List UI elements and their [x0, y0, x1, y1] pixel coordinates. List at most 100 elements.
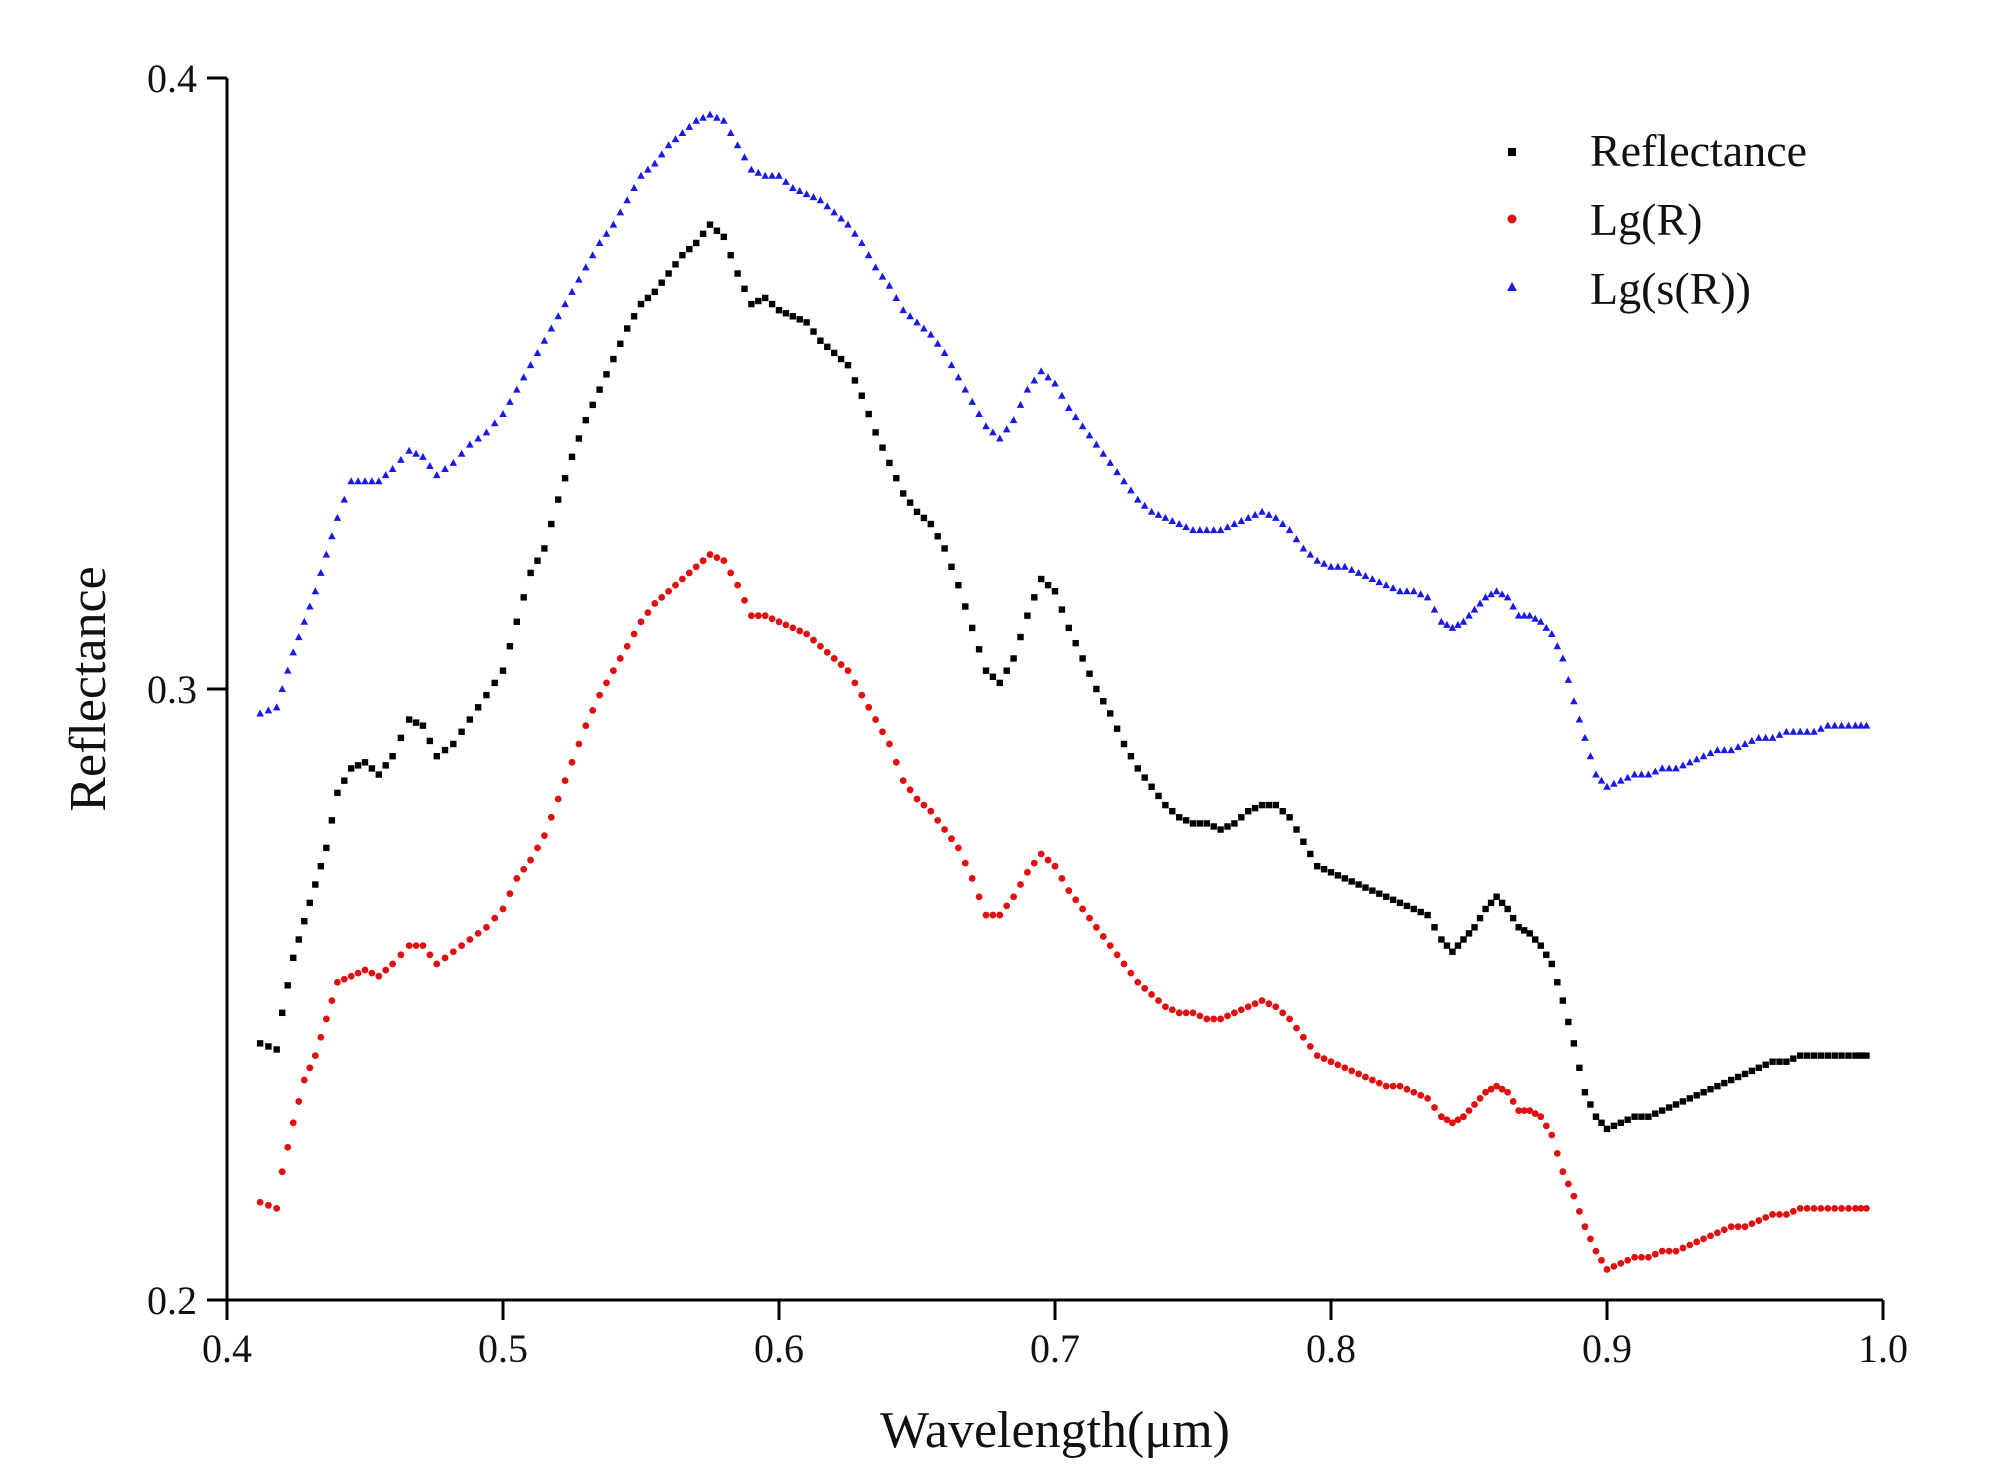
data-point — [796, 627, 804, 635]
data-point — [1470, 605, 1479, 613]
x-axis-ticks: 0.4 0.5 0.6 0.7 0.8 0.9 1.0 — [202, 1300, 1908, 1371]
data-point — [1714, 1082, 1721, 1090]
data-point — [658, 593, 666, 601]
data-point — [624, 325, 631, 332]
data-point — [906, 312, 914, 320]
data-point — [830, 655, 838, 662]
data-point — [1775, 730, 1784, 738]
data-point — [1099, 933, 1107, 940]
data-point — [1734, 743, 1742, 751]
data-point — [610, 667, 617, 675]
data-point — [1272, 513, 1280, 521]
data-point — [831, 349, 838, 357]
data-point — [1348, 1067, 1356, 1075]
data-point — [375, 972, 383, 980]
x-tick-label: 0.8 — [1306, 1326, 1356, 1371]
data-point — [1065, 403, 1073, 411]
data-point — [1587, 1101, 1594, 1108]
data-point — [272, 703, 281, 711]
data-point — [1134, 765, 1141, 772]
data-point — [1637, 770, 1646, 778]
data-point — [1576, 1208, 1583, 1215]
data-point — [466, 716, 474, 723]
data-point — [768, 615, 776, 623]
data-point — [920, 514, 928, 522]
data-point — [920, 801, 928, 809]
data-point — [1454, 1116, 1462, 1124]
data-point — [1592, 770, 1600, 778]
data-point — [1293, 826, 1300, 833]
data-point — [1245, 808, 1252, 815]
data-point — [1072, 896, 1080, 904]
data-point — [1141, 984, 1149, 992]
data-point — [1728, 1076, 1735, 1084]
data-point — [892, 758, 900, 766]
data-point — [1720, 1226, 1728, 1234]
data-point — [513, 618, 520, 625]
data-point — [1438, 936, 1445, 943]
data-point — [941, 826, 948, 833]
data-point — [1341, 1064, 1349, 1072]
data-point — [1231, 1009, 1238, 1017]
data-point — [1058, 391, 1066, 399]
data-point — [934, 816, 942, 824]
data-point — [1155, 792, 1162, 800]
data-point — [616, 208, 625, 216]
data-point — [1134, 495, 1142, 503]
data-point — [1162, 1003, 1169, 1011]
data-point — [474, 434, 482, 442]
data-point — [1293, 1024, 1300, 1032]
data-point — [775, 171, 783, 179]
data-point — [1071, 413, 1080, 421]
data-point — [1845, 1052, 1852, 1059]
data-point — [789, 183, 797, 191]
data-point — [1141, 774, 1148, 781]
data-point — [1189, 820, 1197, 827]
data-point — [1537, 1113, 1545, 1121]
data-point — [256, 709, 264, 717]
data-point — [333, 513, 342, 521]
data-point — [1120, 960, 1128, 968]
data-point — [1734, 1073, 1742, 1081]
data-point — [1638, 1253, 1645, 1261]
data-point — [1072, 639, 1079, 647]
data-point — [1686, 1095, 1693, 1102]
data-point — [1553, 642, 1562, 650]
data-point — [1862, 721, 1871, 729]
data-point — [782, 621, 790, 629]
data-point — [1610, 1262, 1618, 1270]
data-point — [1085, 431, 1094, 439]
data-point — [782, 310, 790, 317]
data-point — [328, 532, 336, 540]
data-point — [1592, 1247, 1600, 1255]
data-point — [1761, 733, 1770, 741]
data-point — [969, 624, 976, 632]
data-point — [368, 765, 376, 772]
data-point — [1037, 850, 1045, 858]
data-point — [541, 545, 548, 552]
data-point — [1693, 1238, 1701, 1246]
data-point — [1559, 654, 1567, 662]
data-point — [1320, 559, 1328, 567]
data-point — [289, 648, 298, 656]
data-point — [955, 844, 962, 852]
data-point — [1564, 1180, 1572, 1188]
data-point — [513, 875, 521, 882]
data-point — [520, 594, 527, 601]
y-tick-label: 0.3 — [147, 667, 197, 712]
data-point — [1790, 1055, 1797, 1062]
data-point — [533, 348, 542, 356]
data-point — [1209, 526, 1218, 534]
data-point — [727, 569, 735, 577]
data-point — [1251, 510, 1259, 518]
data-point — [802, 190, 811, 198]
data-point — [1237, 516, 1246, 524]
data-point — [1375, 1079, 1383, 1087]
data-point — [284, 1143, 292, 1151]
x-tick-label: 0.5 — [478, 1326, 528, 1371]
data-point — [968, 397, 976, 405]
data-point — [754, 612, 762, 620]
data-point — [441, 746, 449, 754]
data-point — [1443, 942, 1451, 949]
